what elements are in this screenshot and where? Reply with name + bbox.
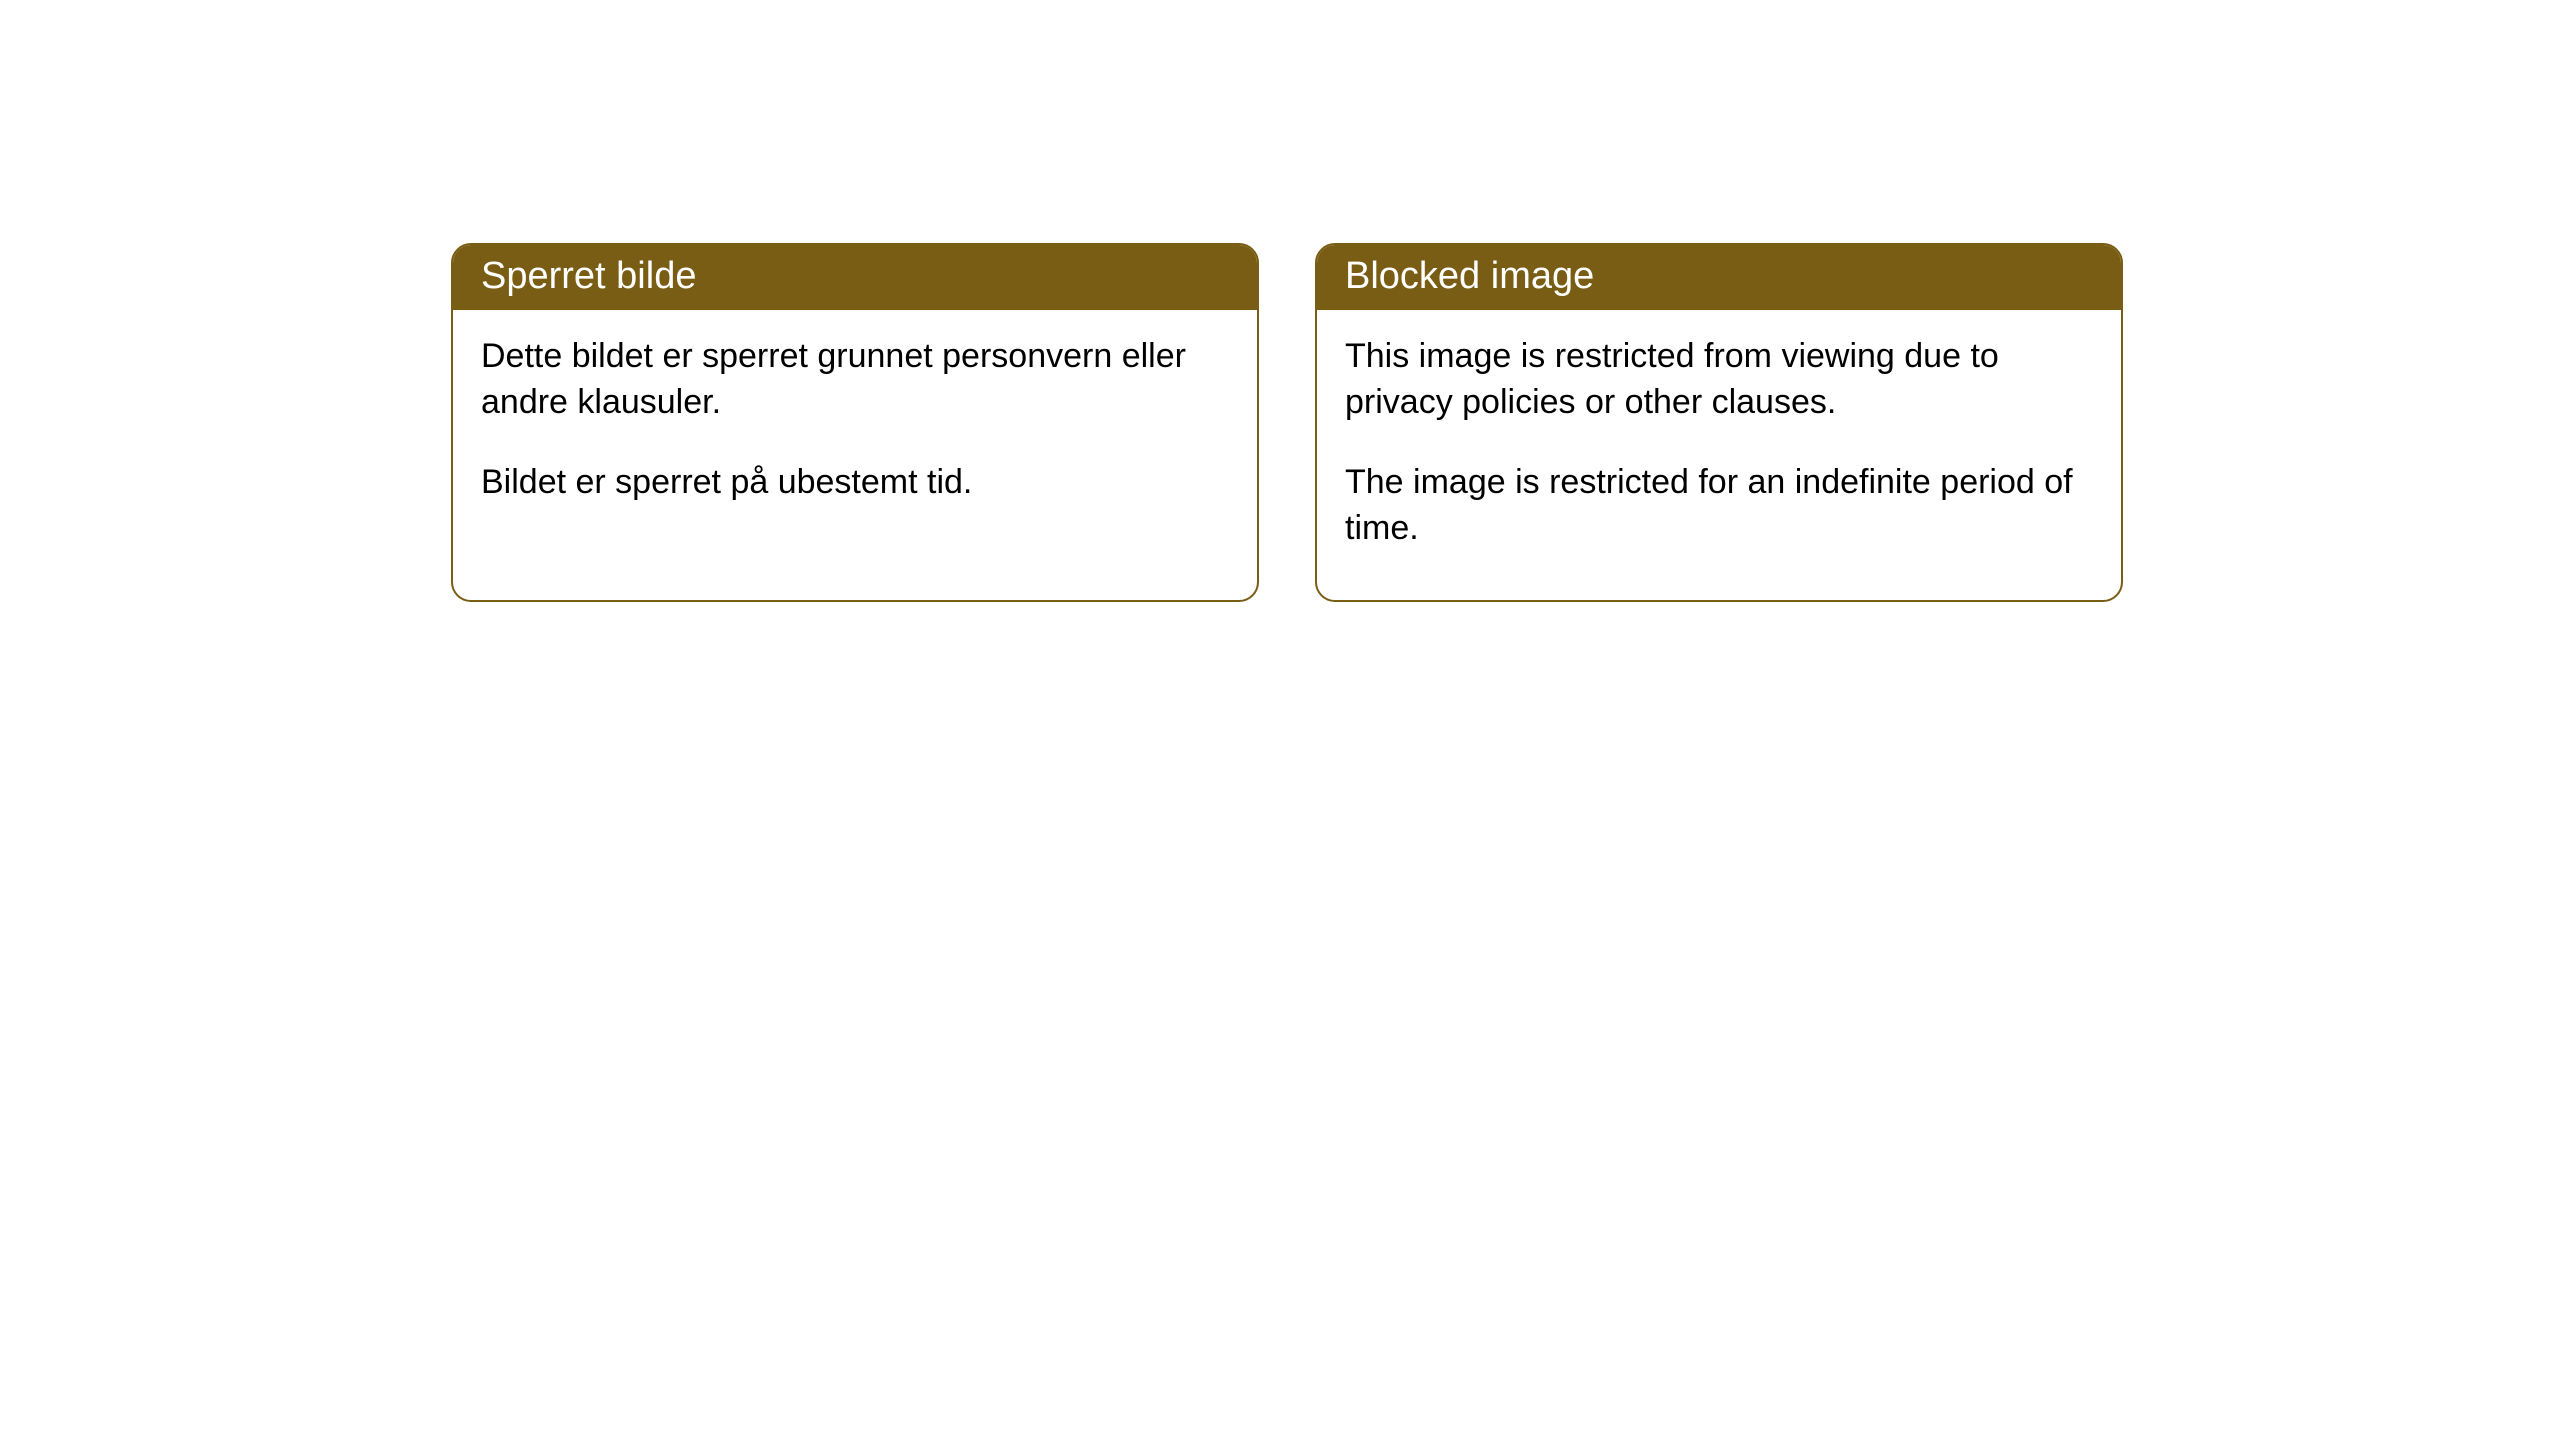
card-paragraph: This image is restricted from viewing du…	[1345, 334, 2093, 426]
notice-cards-container: Sperret bilde Dette bildet er sperret gr…	[451, 243, 2123, 602]
card-body: This image is restricted from viewing du…	[1317, 310, 2121, 600]
card-paragraph: The image is restricted for an indefinit…	[1345, 460, 2093, 552]
notice-card-english: Blocked image This image is restricted f…	[1315, 243, 2123, 602]
card-paragraph: Dette bildet er sperret grunnet personve…	[481, 334, 1229, 426]
card-header: Sperret bilde	[453, 245, 1257, 310]
card-header: Blocked image	[1317, 245, 2121, 310]
card-paragraph: Bildet er sperret på ubestemt tid.	[481, 460, 1229, 506]
notice-card-norwegian: Sperret bilde Dette bildet er sperret gr…	[451, 243, 1259, 602]
card-title: Blocked image	[1345, 255, 1594, 297]
card-title: Sperret bilde	[481, 255, 696, 297]
card-body: Dette bildet er sperret grunnet personve…	[453, 310, 1257, 554]
